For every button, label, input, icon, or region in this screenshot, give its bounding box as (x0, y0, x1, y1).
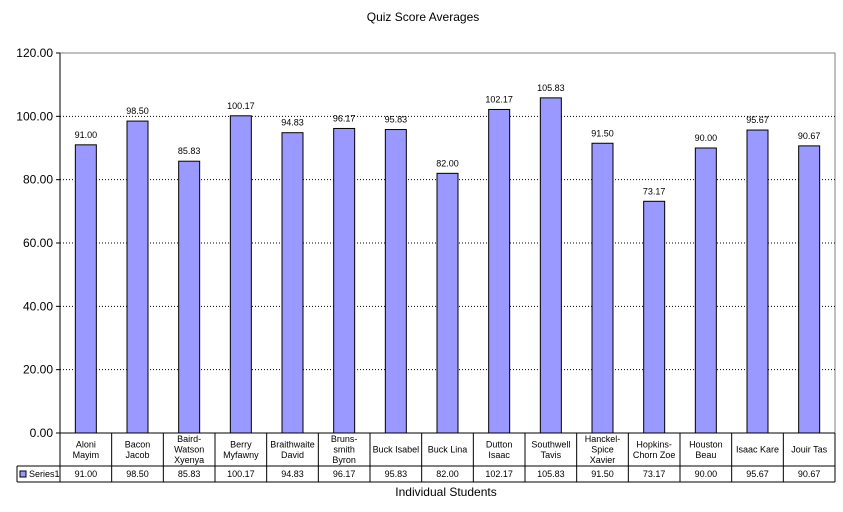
bars (74, 97, 821, 434)
table-value: 91.00 (75, 469, 98, 479)
bar (798, 145, 821, 434)
x-tick-label: Bruns-smith Byron (331, 434, 358, 465)
bar (384, 129, 407, 434)
bar (694, 147, 717, 434)
y-tick-label: 100.00 (16, 109, 53, 123)
x-tick-label: Buck Isabel (373, 445, 420, 455)
table-value: 98.50 (126, 469, 149, 479)
x-tick-label: Jouir Tas (791, 445, 827, 455)
x-tick-label: Aloni Mayim (73, 439, 100, 460)
data-label: 82.00 (436, 158, 459, 168)
chart-title: Quiz Score Averages (367, 10, 480, 24)
x-tick-label: Buck Lina (428, 445, 468, 455)
x-tick-label: Berry Myfawny (223, 439, 259, 460)
bar (74, 144, 97, 434)
bar (591, 142, 614, 434)
x-axis-label: Individual Students (395, 485, 496, 499)
table-value: 95.83 (385, 469, 408, 479)
data-label: 98.50 (126, 106, 149, 116)
legend-label: Series1 (29, 469, 60, 479)
table-value: 82.00 (436, 469, 459, 479)
data-label: 96.17 (333, 113, 356, 123)
data-label: 95.83 (385, 115, 408, 125)
x-tick-label: Hanckel-Spice Xavier (585, 434, 621, 465)
x-tick-label: Hopkins-Chorn Zoe (633, 439, 676, 460)
table-value: 73.17 (643, 469, 666, 479)
data-label: 94.83 (281, 118, 304, 128)
table-value: 90.00 (695, 469, 718, 479)
data-label: 91.00 (75, 130, 98, 140)
y-tick-label: 20.00 (23, 363, 53, 377)
y-tick-label: 0.00 (30, 426, 54, 440)
x-tick-label: Southwell Tavis (531, 439, 570, 460)
bar (436, 172, 459, 434)
table-value: 91.50 (591, 469, 614, 479)
bar (281, 132, 304, 434)
data-label: 102.17 (485, 94, 513, 104)
bar (539, 97, 562, 434)
x-tick-label: Houston Beau (689, 439, 723, 460)
y-tick-label: 60.00 (23, 236, 53, 250)
data-table: Aloni Mayim Bacon Jacob Baird-Watson Xyenya Be… (16, 432, 836, 483)
data-label: 100.17 (227, 101, 255, 111)
data-label: 90.00 (695, 133, 718, 143)
y-tick-label: 40.00 (23, 299, 53, 313)
y-tick-label: 120.00 (16, 46, 53, 60)
data-label: 73.17 (643, 186, 666, 196)
data-labels: 91.00 98.50 85.83 100.17 94.83 96.17 95.83 82.0… (75, 83, 821, 196)
data-label: 85.83 (178, 146, 201, 156)
y-axis: 0.00 20.00 40.00 60.00 80.00 100.00 120.00 (16, 46, 61, 440)
y-tick-label: 80.00 (23, 173, 53, 187)
data-label: 91.50 (591, 128, 614, 138)
bar (746, 129, 769, 434)
table-value: 96.17 (333, 469, 356, 479)
x-tick-label: Isaac Kare (736, 445, 779, 455)
data-label: 105.83 (537, 83, 565, 93)
bar (178, 160, 201, 434)
x-tick-label: Dutton Isaac (486, 439, 513, 460)
data-label: 95.67 (746, 115, 769, 125)
table-value: 95.67 (746, 469, 769, 479)
bar (126, 120, 149, 434)
legend-swatch (19, 470, 27, 478)
table-value: 105.83 (537, 469, 565, 479)
bar (488, 108, 511, 434)
bar (229, 115, 252, 434)
bar (333, 127, 356, 434)
bar (643, 200, 666, 434)
x-tick-label: Braithwaite David (270, 439, 315, 460)
data-label: 90.67 (798, 131, 821, 141)
table-value: 100.17 (227, 469, 255, 479)
x-tick-label: Baird-Watson Xyenya (174, 434, 204, 465)
table-value: 94.83 (281, 469, 304, 479)
table-value: 102.17 (485, 469, 513, 479)
table-value: 85.83 (178, 469, 201, 479)
x-tick-label: Bacon Jacob (125, 439, 151, 460)
table-value: 90.67 (798, 469, 821, 479)
